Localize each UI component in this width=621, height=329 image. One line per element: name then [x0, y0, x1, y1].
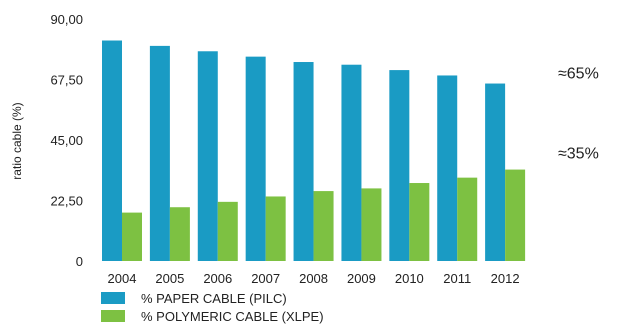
bar-series-2: [409, 183, 430, 261]
bar-series-1: [293, 62, 314, 262]
y-tick-label: 67,50: [50, 73, 83, 88]
bar-series-2: [217, 201, 238, 261]
bar-series-1: [341, 64, 362, 261]
x-tick-label: 2006: [203, 271, 232, 286]
bars: [102, 40, 526, 262]
x-tick-label: 2011: [443, 271, 471, 286]
legend-swatch: [101, 292, 125, 304]
y-tick-label: 45,00: [50, 133, 83, 148]
legend-swatch: [101, 310, 125, 322]
y-axis-ticks: 0 22,50 45,00 67,50 90,00: [50, 12, 83, 269]
annotation-label: ≈65%: [558, 66, 599, 83]
bar-series-2: [169, 207, 190, 261]
bar-series-2: [122, 212, 142, 261]
y-axis-title: ratio cable (%): [10, 102, 24, 179]
y-tick-label: 0: [76, 254, 83, 269]
bar-series-1: [102, 40, 122, 262]
bar-series-1: [485, 83, 506, 262]
bar-series-1: [245, 56, 266, 262]
legend-label: % PAPER CABLE (PILC): [141, 291, 287, 306]
bar-series-1: [389, 70, 410, 261]
y-tick-label: 22,50: [50, 194, 83, 209]
bar-series-2: [361, 188, 382, 261]
x-tick-label: 2007: [251, 271, 280, 286]
x-tick-label: 2009: [347, 271, 376, 286]
bar-series-1: [437, 75, 458, 261]
legend-label: % POLYMERIC CABLE (XLPE): [141, 309, 324, 324]
bar-series-2: [265, 196, 286, 261]
annotation-label: ≈35%: [558, 146, 599, 163]
x-tick-label: 2004: [108, 271, 137, 286]
bar-series-2: [457, 177, 478, 261]
bar-series-2: [313, 191, 334, 261]
x-tick-label: 2010: [395, 271, 424, 286]
x-tick-label: 2008: [299, 271, 328, 286]
bar-series-1: [197, 51, 218, 262]
x-tick-label: 2012: [491, 271, 520, 286]
y-tick-label: 90,00: [50, 12, 83, 27]
x-axis-ticks: 2004 2005 2006 2007 2008 2009 2010 2011 2012: [108, 271, 520, 286]
annotations: ≈65% ≈35%: [558, 66, 599, 163]
x-tick-label: 2005: [155, 271, 184, 286]
bar-series-2: [505, 169, 526, 261]
bar-series-1: [149, 45, 170, 262]
legend: % PAPER CABLE (PILC) % POLYMERIC CABLE (X…: [101, 291, 324, 324]
